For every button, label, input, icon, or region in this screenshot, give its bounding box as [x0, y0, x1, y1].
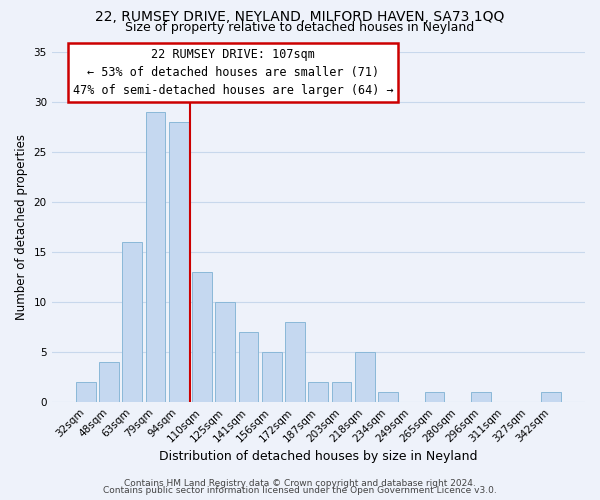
Text: Size of property relative to detached houses in Neyland: Size of property relative to detached ho… — [125, 22, 475, 35]
Bar — [99, 362, 119, 402]
X-axis label: Distribution of detached houses by size in Neyland: Distribution of detached houses by size … — [159, 450, 478, 462]
Bar — [239, 332, 259, 402]
Bar — [122, 242, 142, 402]
Bar — [76, 382, 95, 402]
Bar — [192, 272, 212, 402]
Bar — [471, 392, 491, 402]
Text: Contains public sector information licensed under the Open Government Licence v3: Contains public sector information licen… — [103, 486, 497, 495]
Text: 22 RUMSEY DRIVE: 107sqm
← 53% of detached houses are smaller (71)
47% of semi-de: 22 RUMSEY DRIVE: 107sqm ← 53% of detache… — [73, 48, 394, 97]
Text: Contains HM Land Registry data © Crown copyright and database right 2024.: Contains HM Land Registry data © Crown c… — [124, 478, 476, 488]
Bar — [541, 392, 561, 402]
Bar — [355, 352, 375, 402]
Y-axis label: Number of detached properties: Number of detached properties — [15, 134, 28, 320]
Bar — [146, 112, 166, 402]
Text: 22, RUMSEY DRIVE, NEYLAND, MILFORD HAVEN, SA73 1QQ: 22, RUMSEY DRIVE, NEYLAND, MILFORD HAVEN… — [95, 10, 505, 24]
Bar — [262, 352, 282, 402]
Bar — [332, 382, 352, 402]
Bar — [425, 392, 445, 402]
Bar — [378, 392, 398, 402]
Bar — [169, 122, 188, 402]
Bar — [285, 322, 305, 402]
Bar — [215, 302, 235, 402]
Bar — [308, 382, 328, 402]
